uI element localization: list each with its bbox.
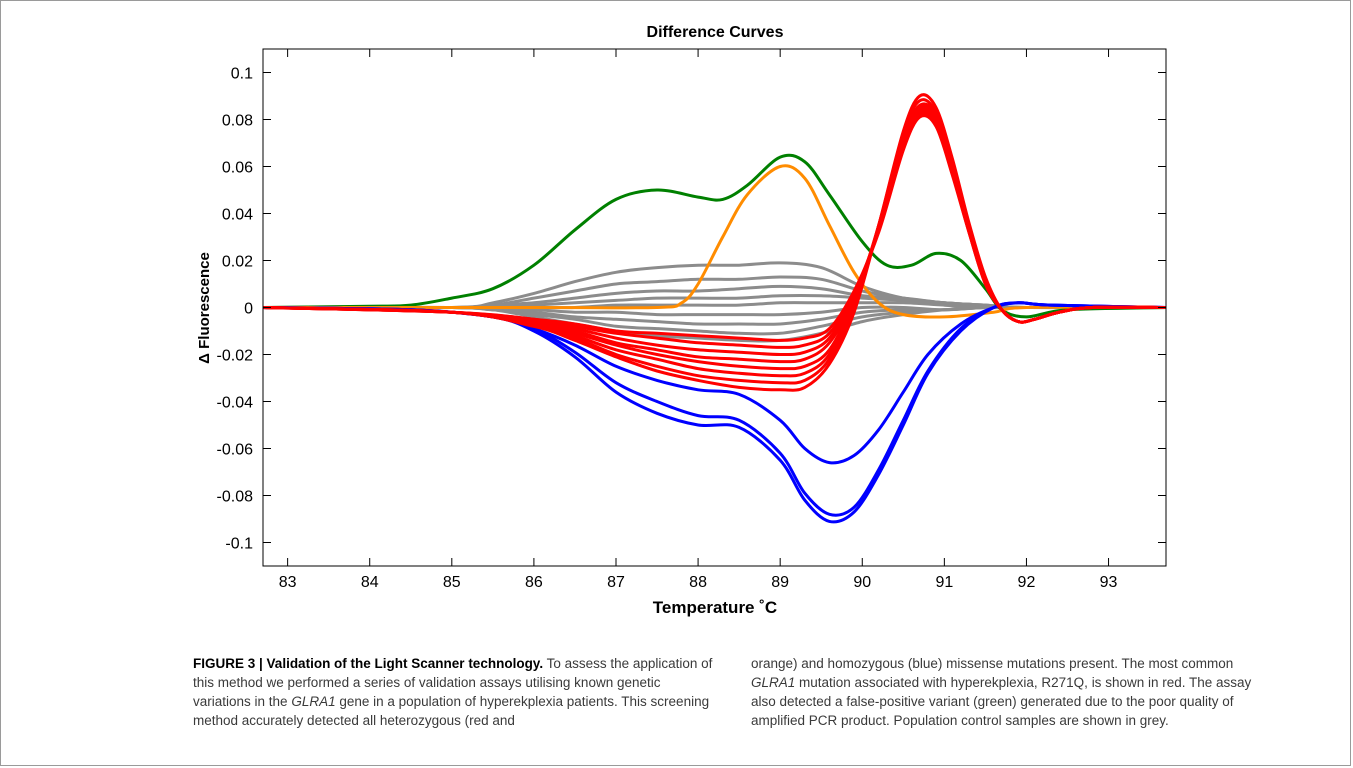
- x-tick-label: 91: [935, 574, 953, 591]
- difference-curves-chart: Difference Curves 83 84 85 86 87 88 89 90 91 92 93…: [196, 24, 1167, 617]
- caption-text: To assess the application of this method…: [193, 656, 713, 709]
- y-tick-label: 0: [244, 301, 253, 318]
- x-axis-label: Temperature ˚C: [653, 598, 777, 617]
- y-tick-label: 0.06: [222, 160, 253, 177]
- x-tick-label: 85: [443, 574, 461, 591]
- y-tick-label: -0.02: [217, 348, 254, 365]
- caption-column-right: orange) and homozygous (blue) missense m…: [751, 654, 1271, 730]
- r271q-series-line-5: [262, 93, 1167, 392]
- y-tick-label: -0.06: [217, 442, 254, 459]
- caption-text: orange) and homozygous (blue) missense m…: [751, 656, 1234, 671]
- caption-text: gene in a population of hyperekplexia pa…: [193, 694, 710, 728]
- y-tick-label: -0.04: [217, 395, 254, 412]
- x-tick-label: 84: [361, 574, 379, 591]
- r271q-series-line-7: [262, 102, 1167, 378]
- r271q-series-line-12: [262, 114, 1167, 342]
- y-tick-label: -0.08: [217, 489, 254, 506]
- y-tick-label: 0.04: [222, 207, 253, 224]
- x-tick-label: 93: [1100, 574, 1118, 591]
- x-tick-label: 83: [279, 574, 297, 591]
- x-axis: 83 84 85 86 87 88 89 90 91 92 93: [279, 49, 1118, 591]
- heterozygous-orange-series-line-1: [262, 164, 1167, 319]
- control-series-line-13: [262, 261, 1167, 310]
- x-tick-label: 89: [771, 574, 789, 591]
- r271q-series-line-11: [262, 111, 1167, 349]
- caption-text: mutation associated with hyperekplexia, …: [751, 675, 1252, 728]
- x-tick-label: 88: [689, 574, 707, 591]
- x-tick-label: 90: [853, 574, 871, 591]
- y-axis: 0.1 0.08 0.06 0.04 0.02 0 -0.02 -0.04 -0.06 -0.08…: [217, 66, 1166, 553]
- x-tick-label: 87: [607, 574, 625, 591]
- caption-gene-name: GLRA1: [291, 694, 336, 709]
- caption-title: Validation of the Light Scanner technolo…: [266, 656, 544, 671]
- y-tick-label: -0.1: [225, 536, 253, 553]
- caption-column-left: FIGURE 3 | Validation of the Light Scann…: [193, 654, 713, 730]
- y-tick-label: 0.1: [231, 66, 253, 83]
- y-axis-label: Δ Fluorescence: [196, 252, 213, 364]
- r271q-series-line-8: [262, 104, 1167, 371]
- y-tick-label: 0.08: [222, 113, 253, 130]
- caption-gene-name: GLRA1: [751, 675, 796, 690]
- homozygous-series-line-4: [262, 301, 1167, 465]
- homozygous-series-line-3: [262, 301, 1167, 517]
- control-series-line-15: [262, 284, 1167, 310]
- plot-series-group: [262, 93, 1167, 524]
- x-tick-label: 92: [1018, 574, 1036, 591]
- false-positive-series-line-0: [262, 153, 1167, 319]
- chart-title: Difference Curves: [647, 24, 784, 41]
- y-tick-label: 0.02: [222, 254, 253, 271]
- control-series-line-21: [262, 305, 1166, 343]
- x-tick-label: 86: [525, 574, 543, 591]
- caption-figure-label: FIGURE 3 |: [193, 656, 267, 671]
